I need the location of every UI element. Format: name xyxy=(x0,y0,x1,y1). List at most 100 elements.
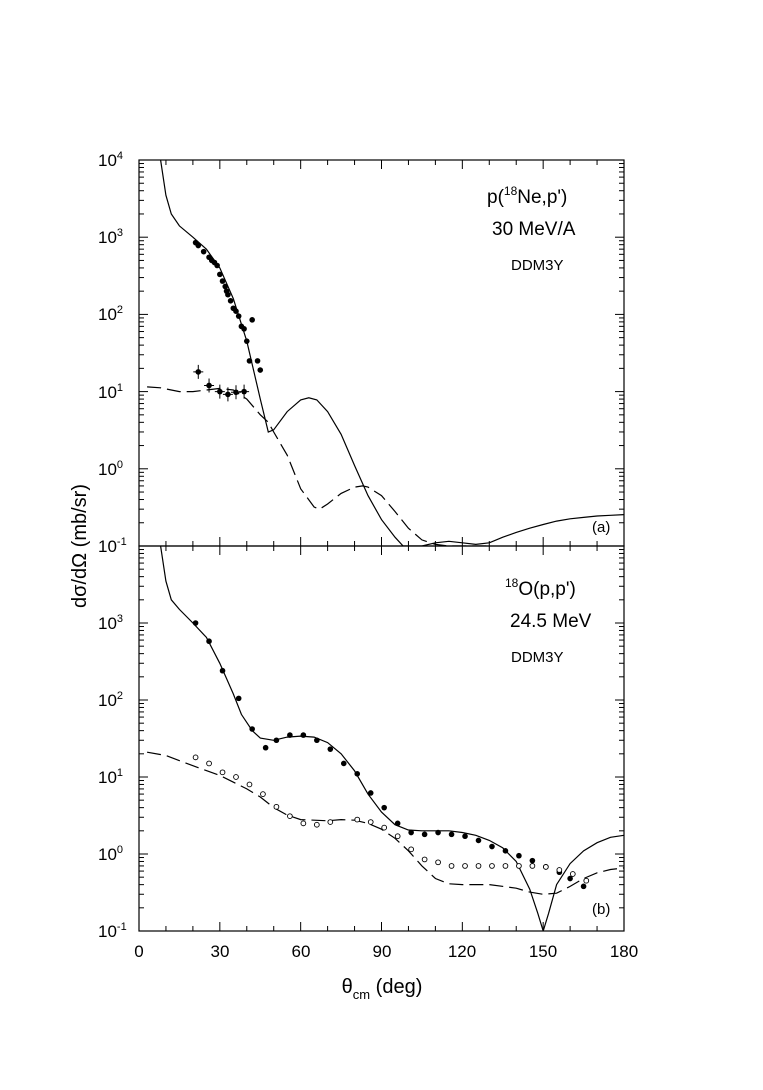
top-elastic-data-point xyxy=(222,283,229,290)
bottom-inelastic-data-point xyxy=(569,871,576,877)
bottom-inelastic-data-point xyxy=(475,863,482,869)
bottom-panel-tag: (b) xyxy=(592,901,610,918)
bottom-inelastic-data-point xyxy=(287,813,293,820)
bottom-inelastic-data-point xyxy=(260,791,266,797)
bottom-elastic-data-point xyxy=(394,820,401,827)
bottom-elastic-data-point xyxy=(580,883,587,890)
top-inelastic-data-point xyxy=(195,369,202,375)
bottom-inelastic-data-point xyxy=(246,781,253,788)
bottom-inelastic-data-point xyxy=(516,863,522,869)
bottom-elastic-data-point xyxy=(273,737,280,744)
bottom-elastic-data-point xyxy=(314,737,320,744)
y-tick-label: 10-1 xyxy=(98,921,127,941)
x-tick-label: 0 xyxy=(134,942,143,961)
top-elastic-data-point xyxy=(225,291,231,298)
bottom-elastic-data-point xyxy=(448,831,455,838)
x-tick-label: 120 xyxy=(448,942,476,961)
bottom-elastic-data-point xyxy=(235,695,242,702)
top-elastic-data-point xyxy=(241,326,247,332)
top-elastic-data-point xyxy=(254,358,261,364)
top-reaction-label: p(18Ne,p') xyxy=(487,184,567,208)
bottom-inelastic-data-point xyxy=(233,774,239,780)
top-inelastic-data-point xyxy=(206,382,212,389)
y-tick-label: 103 xyxy=(98,613,123,633)
bottom-elastic-data-point xyxy=(489,843,495,850)
top-inelastic-data-point xyxy=(233,389,239,396)
top-elastic-data-point xyxy=(219,278,226,284)
bottom-elastic-data-point xyxy=(206,638,212,645)
bottom-energy-label: 24.5 MeV xyxy=(510,611,592,632)
y-tick-label: 100 xyxy=(98,459,123,479)
bottom-inelastic-data-point xyxy=(556,867,563,873)
y-axis-title: dσ/dΩ (mb/sr) xyxy=(69,484,91,608)
y-tick-label: 102 xyxy=(98,690,123,710)
bottom-data-points xyxy=(192,620,590,890)
axis-ticks xyxy=(138,159,625,932)
bottom-dashed-curve xyxy=(146,751,624,895)
bottom-inelastic-data-point xyxy=(354,816,361,823)
bottom-elastic-data-point xyxy=(421,831,428,838)
top-inelastic-data-point xyxy=(241,388,247,395)
bottom-elastic-data-point xyxy=(300,732,307,738)
top-elastic-data-point xyxy=(227,298,234,304)
top-elastic-data-point xyxy=(214,262,220,269)
bottom-inelastic-data-point xyxy=(421,856,428,863)
bottom-inelastic-data-point xyxy=(489,863,495,869)
bottom-panel-frame xyxy=(138,545,625,932)
bottom-inelastic-data-point xyxy=(273,803,280,810)
bottom-inelastic-data-point xyxy=(435,859,441,866)
bottom-inelastic-data-point xyxy=(219,769,226,776)
x-tick-label: 30 xyxy=(211,942,230,961)
bottom-model-label: DDM3Y xyxy=(511,649,564,666)
top-elastic-data-point xyxy=(200,248,207,255)
top-inelastic-data-point xyxy=(217,388,223,395)
bottom-elastic-data-point xyxy=(327,746,334,752)
bottom-inelastic-data-point xyxy=(367,819,374,825)
y-tick-label: 102 xyxy=(98,304,123,324)
bottom-elastic-data-point xyxy=(567,875,573,882)
x-tick-label: 90 xyxy=(373,942,392,961)
bottom-elastic-data-point xyxy=(435,829,441,836)
bottom-elastic-data-point xyxy=(192,620,199,626)
bottom-elastic-data-point xyxy=(516,852,522,859)
bottom-inelastic-data-point xyxy=(408,846,414,853)
top-elastic-data-point xyxy=(217,271,223,278)
bottom-inelastic-data-point xyxy=(394,833,401,840)
top-y-tick-labels: 104 103 102 101 100 xyxy=(98,150,123,479)
bottom-inelastic-data-point xyxy=(543,864,549,870)
bottom-elastic-data-point xyxy=(381,804,387,811)
top-elastic-data-point xyxy=(235,313,242,319)
y-tick-label: 101 xyxy=(98,767,123,787)
bottom-inelastic-data-point xyxy=(313,821,320,828)
bottom-y-tick-labels: 103 102 101 100 10-1 xyxy=(98,613,127,941)
bottom-inelastic-data-point xyxy=(192,754,199,761)
top-elastic-data-point xyxy=(246,358,253,364)
top-elastic-data-point xyxy=(233,308,239,315)
bottom-elastic-data-point xyxy=(475,837,482,844)
bottom-inelastic-data-point xyxy=(529,863,536,869)
bottom-inelastic-data-point xyxy=(327,819,334,825)
bottom-elastic-data-point xyxy=(408,829,414,836)
bottom-elastic-data-point xyxy=(367,790,374,796)
top-panel-annotation: p(18Ne,p') 30 MeV/A DDM3Y (a) xyxy=(487,184,610,536)
top-panel-frame xyxy=(138,159,625,547)
top-elastic-data-point xyxy=(195,242,202,249)
y-tick-label: 101 xyxy=(98,382,123,402)
bottom-inelastic-data-point xyxy=(502,863,509,869)
bottom-inelastic-data-point xyxy=(206,760,212,767)
x-tick-label: 180 xyxy=(610,942,638,961)
bottom-elastic-data-point xyxy=(502,848,509,854)
bottom-inelastic-data-point xyxy=(448,863,455,869)
x-tick-label: 150 xyxy=(529,942,557,961)
top-model-label: DDM3Y xyxy=(511,257,564,274)
x-axis-title: θcm (deg) xyxy=(342,976,423,1002)
y-tick-label: 104 xyxy=(98,150,123,170)
bottom-inelastic-data-point xyxy=(583,877,590,884)
bottom-elastic-data-point xyxy=(287,732,293,738)
bottom-elastic-data-point xyxy=(354,771,361,777)
bottom-inelastic-data-point xyxy=(381,824,388,831)
bottom-elastic-data-point xyxy=(262,744,269,751)
y-tick-label: 10-1 xyxy=(98,536,127,556)
top-elastic-data-point xyxy=(249,317,255,323)
